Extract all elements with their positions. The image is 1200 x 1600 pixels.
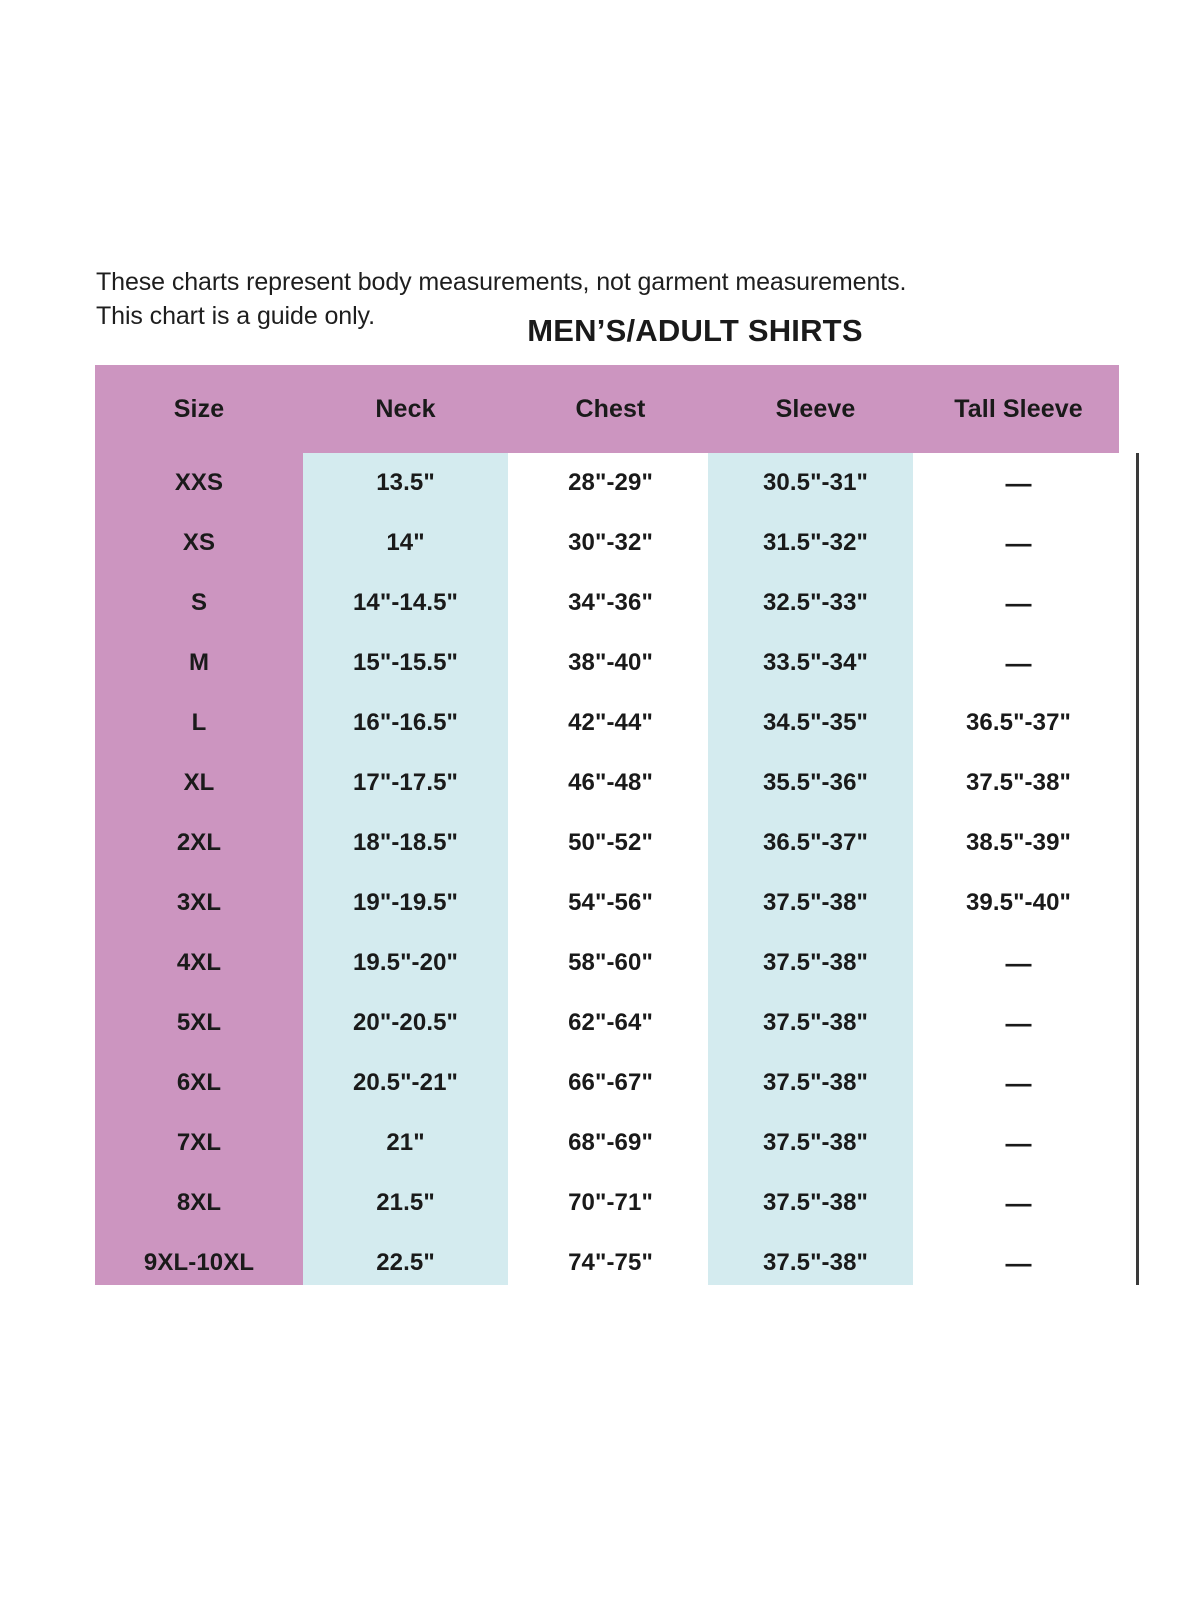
table-row: XL 17"-17.5" 46"-48" 35.5"-36" 37.5"-38" [95,753,1119,813]
cell-chest: 38"-40" [568,649,653,676]
cell-chest: 46"-48" [568,769,653,796]
cell-tall-sleeve: 37.5"-38" [965,769,1072,796]
cell-sleeve: 31.5"-32" [762,529,869,556]
cell-tall-sleeve: — [1005,467,1032,498]
measurements-grid: Size Neck Chest Sleeve Tall Sleeve XXS 1… [95,365,1119,1293]
table-header-row: Size Neck Chest Sleeve Tall Sleeve [95,365,1119,453]
cell-neck: 16"-16.5" [352,709,459,736]
cell-neck: 14" [386,529,425,556]
cell-size: XS [182,529,216,556]
cell-size: 3XL [176,889,222,916]
column-header-size: Size [173,394,225,423]
cell-tall-sleeve: 36.5"-37" [965,709,1072,736]
right-vertical-rule [1136,453,1139,1285]
cell-tall-sleeve: — [1005,527,1032,558]
cell-chest: 30"-32" [568,529,653,556]
size-chart-table: Size Neck Chest Sleeve Tall Sleeve XXS 1… [95,365,1139,1285]
cell-sleeve: 34.5"-35" [762,709,869,736]
cell-tall-sleeve: — [1005,1127,1032,1158]
table-row: 7XL 21" 68"-69" 37.5"-38" — [95,1113,1119,1173]
table-row: S 14"-14.5" 34"-36" 32.5"-33" — [95,573,1119,633]
cell-chest: 58"-60" [568,949,653,976]
cell-sleeve: 37.5"-38" [762,889,869,916]
cell-size: 2XL [176,829,222,856]
page-title: MEN’S/ADULT SHIRTS [527,313,863,348]
cell-chest: 68"-69" [568,1129,653,1156]
cell-neck: 18"-18.5" [352,829,459,856]
cell-neck: 14"-14.5" [352,589,459,616]
cell-sleeve: 37.5"-38" [762,1189,869,1216]
cell-size: XXS [174,469,224,496]
cell-neck: 22.5" [376,1249,435,1276]
cell-tall-sleeve: — [1005,1187,1032,1218]
cell-chest: 42"-44" [568,709,653,736]
column-header-sleeve: Sleeve [775,394,856,423]
table-row: 6XL 20.5"-21" 66"-67" 37.5"-38" — [95,1053,1119,1113]
cell-sleeve: 33.5"-34" [762,649,869,676]
cell-neck: 21" [386,1129,425,1156]
cell-neck: 17"-17.5" [352,769,459,796]
cell-size: 6XL [176,1069,222,1096]
cell-size: L [191,709,207,736]
cell-neck: 21.5" [376,1189,435,1216]
cell-tall-sleeve: 39.5"-40" [965,889,1072,916]
cell-size: 8XL [176,1189,222,1216]
table-row: 3XL 19"-19.5" 54"-56" 37.5"-38" 39.5"-40… [95,873,1119,933]
cell-neck: 15"-15.5" [352,649,459,676]
cell-chest: 70"-71" [568,1189,653,1216]
cell-size: 4XL [176,949,222,976]
cell-size: 5XL [176,1009,222,1036]
cell-sleeve: 36.5"-37" [762,829,869,856]
cell-size: 7XL [176,1129,222,1156]
cell-tall-sleeve: — [1005,1247,1032,1278]
cell-chest: 50"-52" [568,829,653,856]
column-header-chest: Chest [575,394,646,423]
column-header-neck: Neck [375,394,436,423]
cell-size: M [188,649,210,676]
table-row: 8XL 21.5" 70"-71" 37.5"-38" — [95,1173,1119,1233]
cell-neck: 19.5"-20" [352,949,459,976]
cell-tall-sleeve: — [1005,587,1032,618]
table-row: XS 14" 30"-32" 31.5"-32" — [95,513,1119,573]
table-row: 4XL 19.5"-20" 58"-60" 37.5"-38" — [95,933,1119,993]
table-row: 5XL 20"-20.5" 62"-64" 37.5"-38" — [95,993,1119,1053]
cell-neck: 20.5"-21" [352,1069,459,1096]
cell-tall-sleeve: — [1005,647,1032,678]
cell-sleeve: 32.5"-33" [762,589,869,616]
cell-tall-sleeve: — [1005,947,1032,978]
intro-note: These charts represent body measurements… [96,265,996,333]
table-row: XXS 13.5" 28"-29" 30.5"-31" — [95,453,1119,513]
cell-sleeve: 37.5"-38" [762,1009,869,1036]
column-header-tall-sleeve: Tall Sleeve [954,394,1083,423]
cell-chest: 34"-36" [568,589,653,616]
cell-neck: 20"-20.5" [352,1009,459,1036]
cell-chest: 28"-29" [568,469,653,496]
table-row: 9XL-10XL 22.5" 74"-75" 37.5"-38" — [95,1233,1119,1293]
intro-note-line-2: This chart is a guide only. [96,302,375,330]
intro-note-line-1: These charts represent body measurements… [96,268,907,296]
cell-chest: 54"-56" [568,889,653,916]
table-row: 2XL 18"-18.5" 50"-52" 36.5"-37" 38.5"-39… [95,813,1119,873]
cell-sleeve: 37.5"-38" [762,1249,869,1276]
cell-sleeve: 35.5"-36" [762,769,869,796]
cell-sleeve: 30.5"-31" [762,469,869,496]
cell-size: 9XL-10XL [143,1249,255,1276]
cell-size: XL [183,769,215,796]
cell-tall-sleeve: 38.5"-39" [965,829,1072,856]
cell-tall-sleeve: — [1005,1007,1032,1038]
cell-neck: 19"-19.5" [352,889,459,916]
cell-sleeve: 37.5"-38" [762,949,869,976]
table-row: M 15"-15.5" 38"-40" 33.5"-34" — [95,633,1119,693]
cell-chest: 62"-64" [568,1009,653,1036]
cell-sleeve: 37.5"-38" [762,1069,869,1096]
cell-sleeve: 37.5"-38" [762,1129,869,1156]
cell-size: S [190,589,208,616]
cell-neck: 13.5" [376,469,435,496]
cell-chest: 74"-75" [568,1249,653,1276]
cell-tall-sleeve: — [1005,1067,1032,1098]
cell-chest: 66"-67" [568,1069,653,1096]
table-row: L 16"-16.5" 42"-44" 34.5"-35" 36.5"-37" [95,693,1119,753]
